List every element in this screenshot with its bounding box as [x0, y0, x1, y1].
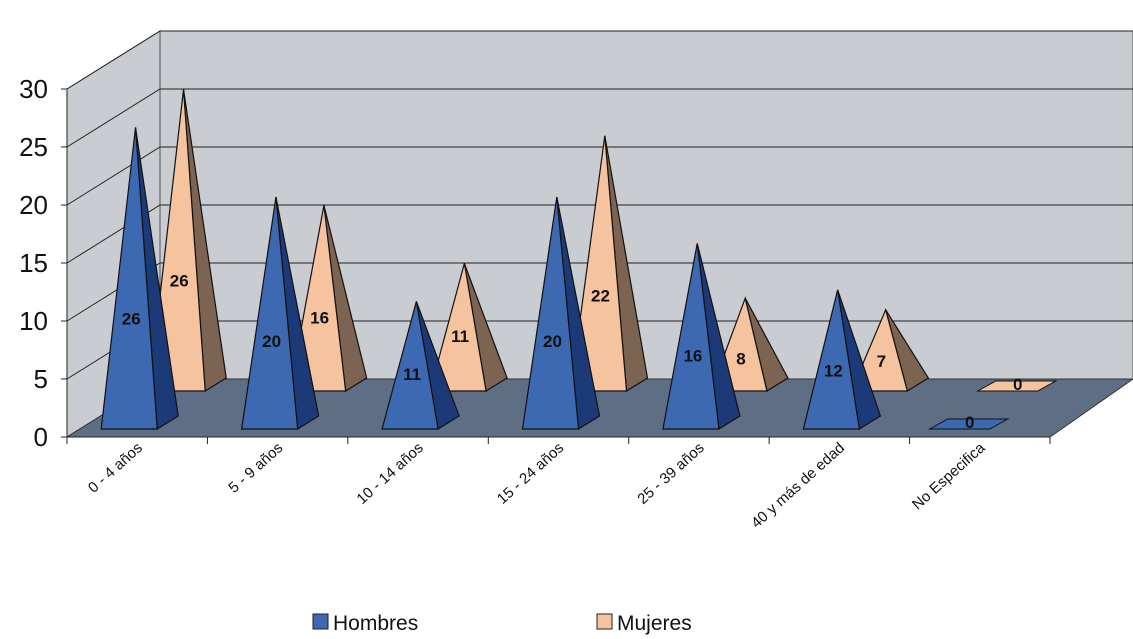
legend: Hombres Mujeres	[312, 612, 692, 635]
pyramid-front-face	[381, 301, 439, 430]
pyramid-front-face	[100, 127, 158, 430]
gridline	[66, 146, 1133, 206]
data-label: 16	[683, 347, 702, 366]
x-tick-label: 0 - 4 años	[85, 439, 146, 496]
pyramid-mujeres: 11	[429, 263, 508, 392]
y-axis: 0 5 10 15 20 25 30	[19, 74, 68, 452]
gridline	[66, 88, 1133, 148]
x-tick-label: 5 - 9 años	[225, 439, 286, 496]
y-tick-label: 0	[34, 422, 48, 452]
pyramid-mujeres: 0	[975, 375, 1058, 394]
pyramid-hombres: 20	[240, 196, 320, 431]
y-tick-label: 30	[19, 74, 48, 104]
data-label: 7	[877, 352, 886, 371]
data-label: 20	[262, 332, 281, 351]
pyramid-mujeres: 22	[569, 135, 649, 393]
pyramid-front-face	[802, 289, 861, 430]
data-label: 0	[965, 413, 974, 432]
x-tick-label: 10 - 14 años	[353, 439, 426, 507]
y-tick-label: 5	[34, 364, 48, 394]
pyramid-marks: 26 16 11 22 8 7 0 26 20 11 20 16 12 0	[100, 89, 1058, 432]
gridline	[66, 30, 1133, 90]
legend-label-mujeres: Mujeres	[617, 612, 692, 635]
pyramid-hombres: 16	[662, 243, 741, 431]
y-tick-label: 20	[19, 190, 48, 220]
pyramid-front-face	[240, 196, 299, 430]
x-tick-label: 15 - 24 años	[494, 439, 567, 507]
pyramid-front-face	[569, 135, 628, 392]
pyramid-front-face	[429, 263, 487, 392]
data-label: 11	[403, 365, 421, 384]
y-tick-label: 25	[19, 132, 48, 162]
flat-base-mark	[975, 380, 1058, 392]
y-tick-label: 10	[19, 306, 48, 336]
flat-base-mark	[927, 418, 1010, 430]
legend-swatch-mujeres	[596, 613, 613, 630]
pyramid-hombres: 26	[100, 127, 179, 431]
pyramid-front-face	[662, 243, 720, 430]
pyramid-front-face	[521, 196, 580, 430]
data-label: 22	[591, 286, 610, 305]
data-label: 11	[451, 327, 469, 346]
data-label: 12	[824, 361, 843, 380]
y-tick-label: 15	[19, 248, 48, 278]
data-label: 0	[1013, 375, 1022, 394]
data-label: 26	[170, 271, 189, 290]
data-label: 16	[310, 309, 329, 328]
pyramid-hombres: 20	[521, 196, 601, 431]
data-label: 26	[122, 309, 141, 328]
pyramid-hombres: 0	[927, 413, 1010, 432]
legend-label-hombres: Hombres	[333, 612, 418, 635]
x-tick-label: 40 y más de edad	[748, 439, 848, 531]
x-tick-label: 25 - 39 años	[634, 439, 707, 507]
pyramid-hombres: 11	[381, 301, 460, 430]
legend-swatch-hombres	[312, 613, 329, 630]
x-tick-label: No Especifica	[909, 439, 989, 513]
pyramid-hombres: 12	[802, 289, 882, 430]
x-axis: 0 - 4 años 5 - 9 años 10 - 14 años 15 - 24 …	[66, 436, 1051, 532]
gridline	[66, 204, 1133, 264]
data-label: 20	[543, 332, 562, 351]
data-label: 8	[736, 349, 745, 368]
gridline	[66, 262, 1133, 322]
